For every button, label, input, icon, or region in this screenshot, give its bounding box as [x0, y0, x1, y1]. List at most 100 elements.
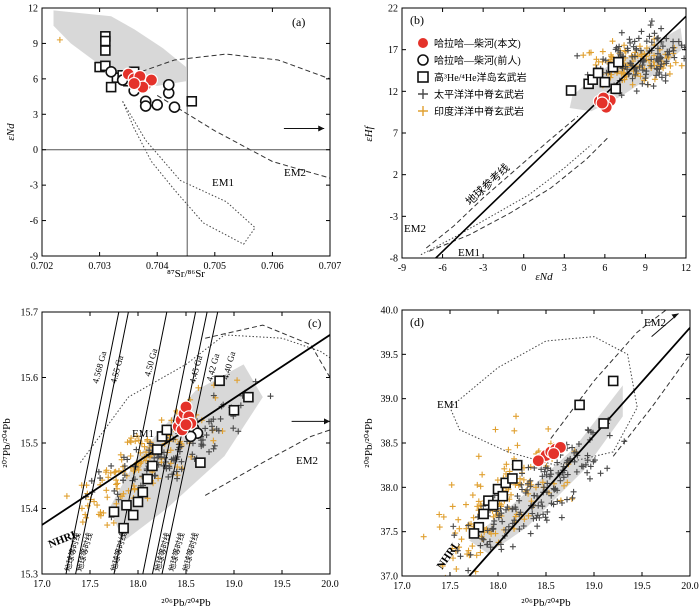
- indian-morb-point: [436, 511, 443, 518]
- y-tick-label: 39.0: [381, 394, 399, 405]
- high-he-oib-point: [565, 85, 577, 96]
- pacific-morb-point: [169, 471, 176, 478]
- indian-morb-point: [651, 76, 658, 83]
- pacific-morb-point: [618, 29, 625, 36]
- high-he-oib-point: [100, 60, 111, 72]
- y-tick-label: 39.5: [381, 350, 399, 361]
- pacific-morb-point: [499, 518, 506, 525]
- this-study-point: [547, 447, 561, 461]
- pacific-morb-point: [454, 547, 461, 554]
- indian-morb-point: [79, 519, 86, 526]
- indian-morb-point: [115, 467, 122, 474]
- indian-morb-point: [420, 533, 427, 540]
- pacific-morb-point: [151, 454, 158, 461]
- panel-d-frame: [401, 309, 691, 577]
- pacific-morb-point: [543, 471, 550, 478]
- high-he-oib-point: [186, 95, 198, 107]
- panel-d-ylabel: ²⁰⁸Pb/²⁰⁴Pb: [363, 418, 375, 468]
- svg-text:太平洋洋中脊玄武岩: 太平洋洋中脊玄武岩: [434, 88, 524, 101]
- pacific-morb-point: [541, 468, 548, 475]
- panel-c: 17.0 17.5 18.0 18.5 19.0 19.5 20.0 15.3 15.4 15.5…: [1, 308, 339, 610]
- panel-b-label: (b): [410, 13, 424, 27]
- legend-item-prev: 哈拉哈—柴河(前人): [417, 54, 521, 67]
- pacific-morb-point: [544, 508, 551, 515]
- pacific-morb-point: [525, 464, 532, 471]
- legend-item-high: 高³He/⁴He洋岛玄武岩: [417, 71, 527, 84]
- previous-study-point: [168, 101, 181, 113]
- x-tick-label: 20.0: [681, 581, 699, 592]
- pacific-morb-point: [643, 38, 650, 45]
- indian-morb-point: [155, 475, 162, 482]
- indian-morb-point: [545, 425, 552, 432]
- pacific-morb-point: [548, 471, 555, 478]
- indian-morb-point: [104, 522, 111, 529]
- indian-morb-point: [94, 502, 101, 509]
- pacific-morb-point: [539, 503, 546, 510]
- pacific-morb-point: [486, 538, 493, 545]
- pacific-morb-point: [654, 50, 661, 57]
- pacific-morb-point: [161, 454, 168, 461]
- mantle-array-field: [53, 10, 186, 86]
- legend-marker-dark-plus: [418, 89, 428, 99]
- indian-morb-point: [127, 452, 134, 459]
- pacific-morb-point: [548, 500, 555, 507]
- pacific-morb-point: [491, 517, 498, 524]
- this-study-point: [179, 418, 193, 432]
- pacific-morb-point: [465, 567, 472, 574]
- em2-field-left: [425, 115, 579, 249]
- panel-b: -9 -6 -3 0 3 6 9 12 -8 -3 2 7 12 17 22 (b) 地球参考线 EM2 E…: [363, 4, 691, 284]
- pacific-morb-point: [542, 514, 549, 521]
- pacific-morb-point: [639, 67, 646, 74]
- indian-morb-point: [516, 480, 523, 487]
- pacific-morb-point: [585, 427, 592, 434]
- legend-marker-open-circle: [417, 54, 429, 66]
- high-he-oib-point: [142, 473, 153, 485]
- indian-morb-point: [465, 547, 472, 554]
- high-he-oib-point: [127, 509, 139, 521]
- panel-a-label: (a): [292, 15, 305, 29]
- pacific-morb-point: [657, 63, 664, 70]
- panel-b-xlabel: εNd: [535, 271, 553, 283]
- y-tick-label: 3: [33, 110, 38, 121]
- y-tick-label: 22: [388, 4, 398, 15]
- pacific-morb-point: [538, 499, 545, 506]
- x-tick-label: 19.5: [273, 579, 291, 590]
- panel-c-ylabel: ²⁰⁷Pb/²⁰⁴Pb: [1, 418, 13, 468]
- high-he-oib-point: [100, 45, 111, 56]
- panel-a: 0.702 0.703 0.704 0.705 0.706 0.707 -9 -6 -3 0 3 6 9…: [5, 4, 614, 281]
- pacific-morb-point: [670, 47, 677, 54]
- pacific-morb-point: [509, 506, 516, 513]
- pacific-morb-point: [648, 62, 655, 69]
- indian-morb-point: [147, 439, 154, 446]
- pacific-morb-point: [527, 530, 534, 537]
- geochron-line: [75, 312, 129, 574]
- pacific-morb-point: [531, 492, 538, 499]
- em2-arrow-head: [671, 313, 679, 319]
- indian-morb-point: [137, 460, 144, 467]
- pacific-morb-point: [202, 425, 209, 432]
- pacific-morb-point: [659, 43, 666, 50]
- pacific-morb-point: [189, 451, 196, 458]
- pacific-morb-point: [621, 438, 628, 445]
- pacific-morb-point: [570, 488, 577, 495]
- x-tick-label: 19.5: [633, 581, 651, 592]
- indian-morb-point: [453, 565, 460, 572]
- high-he-oib-point: [151, 444, 163, 455]
- y-tick-label: 2: [393, 170, 398, 181]
- pacific-morb-point: [173, 468, 180, 475]
- pacific-morb-point: [533, 514, 540, 521]
- em2-field-lower: [612, 354, 690, 457]
- pacific-morb-point: [527, 483, 534, 490]
- y-tick-label: 6: [33, 74, 38, 85]
- high-he-oib-point: [118, 522, 129, 534]
- em1-field: [79, 334, 330, 463]
- pacific-morb-point: [174, 475, 181, 482]
- high-he-oib-point: [137, 486, 149, 498]
- x-tick-label: 0: [521, 263, 526, 274]
- pacific-morb-point: [211, 442, 218, 449]
- pacific-morb-point: [608, 26, 614, 32]
- pacific-morb-point: [627, 39, 634, 46]
- pacific-morb-point: [544, 465, 551, 472]
- geochron-line: [161, 312, 219, 574]
- indian-morb-point: [104, 494, 111, 501]
